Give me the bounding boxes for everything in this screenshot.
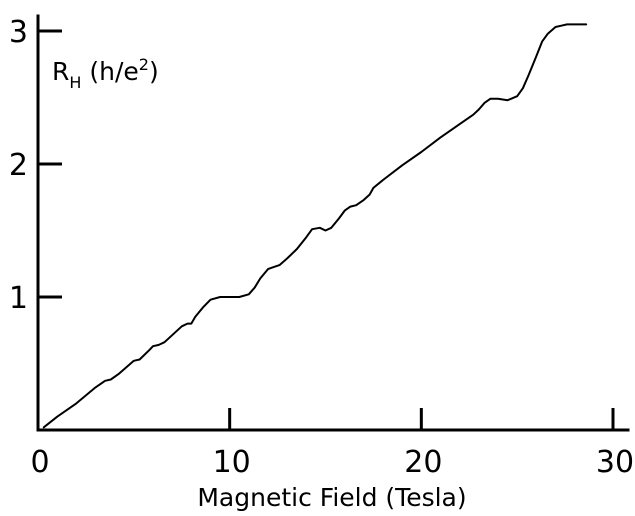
x-ticks: 0 10 20 30 — [30, 408, 634, 480]
axes — [36, 14, 630, 432]
y-axis-label-main: R — [52, 57, 69, 86]
y-axis-label-subscript: H — [69, 73, 81, 92]
y-axis-label-unit-close: ) — [149, 57, 159, 86]
y-tick-label: 2 — [9, 148, 28, 183]
y-axis-label-superscript: 2 — [139, 55, 149, 74]
x-axis-label: Magnetic Field (Tesla) — [197, 483, 466, 512]
x-tick-label: 0 — [30, 445, 49, 480]
x-tick-label: 20 — [404, 445, 442, 480]
y-axis-label-unit-open: (h/e — [81, 57, 138, 86]
series-group — [42, 23, 588, 429]
y-tick-label: 1 — [9, 281, 28, 316]
y-ticks: 1 2 3 — [9, 15, 62, 316]
y-tick-label: 3 — [9, 15, 28, 50]
y-axis-label: RH (h/e2) — [52, 55, 159, 92]
x-tick-label: 30 — [596, 445, 634, 480]
x-tick-label: 10 — [213, 445, 251, 480]
hall-resistance-series-line — [42, 23, 588, 429]
